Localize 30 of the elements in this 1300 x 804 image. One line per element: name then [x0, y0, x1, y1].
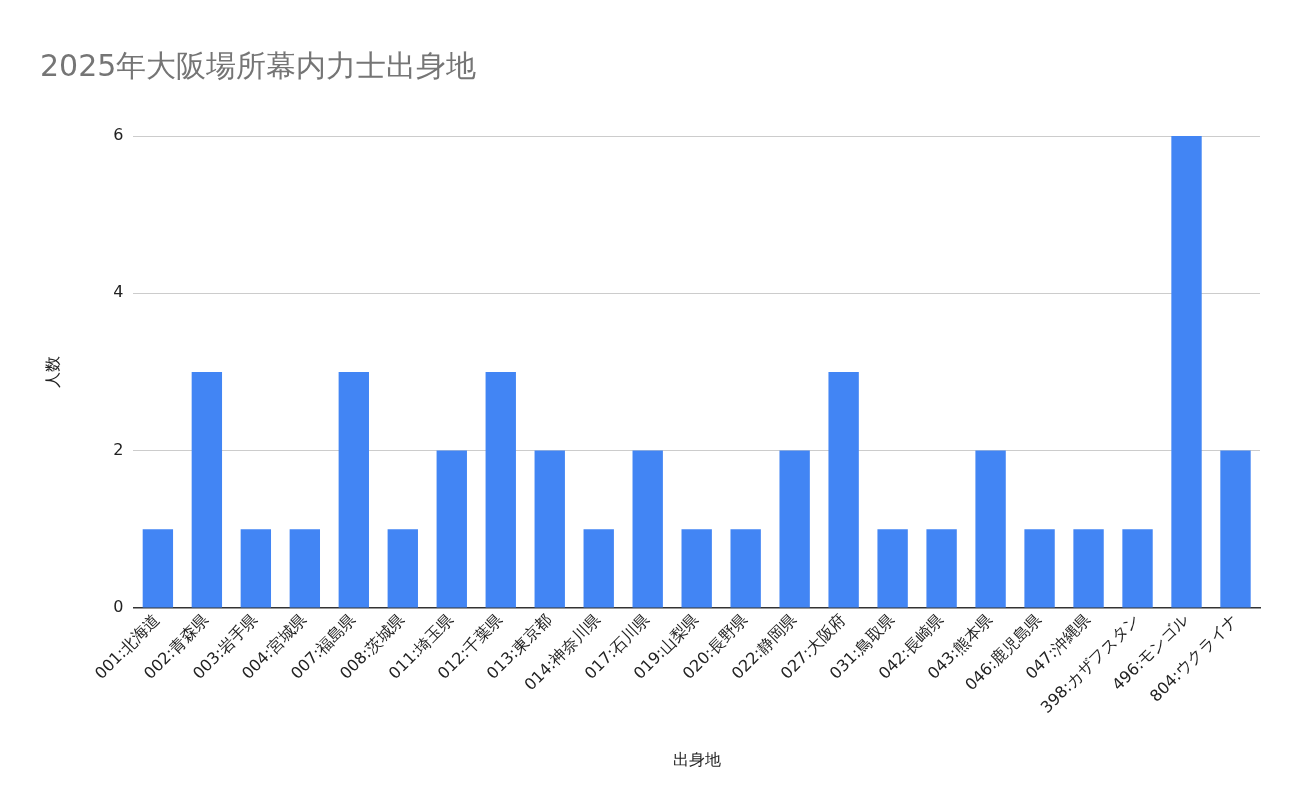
y-axis-title: 人数	[42, 355, 62, 388]
bar	[485, 371, 516, 608]
bar	[289, 529, 321, 608]
bar	[583, 529, 614, 608]
y-tick-label: 0	[113, 597, 124, 617]
bar	[387, 529, 418, 608]
chart-title: 2025年大阪場所幕内力士出身地	[40, 47, 477, 83]
bar	[632, 450, 663, 608]
bar	[436, 450, 467, 608]
bar	[1024, 529, 1055, 608]
y-tick-label: 6	[113, 125, 124, 145]
bar	[534, 450, 565, 608]
bar	[240, 529, 272, 608]
bar	[1122, 529, 1153, 608]
y-tick-label: 4	[113, 282, 124, 302]
bar	[338, 371, 369, 608]
bar	[779, 450, 810, 608]
bar	[142, 529, 174, 608]
bar	[926, 529, 957, 608]
bar	[828, 371, 859, 608]
bar	[1171, 136, 1202, 608]
bar	[681, 529, 712, 608]
x-axis-title: 出身地	[672, 749, 721, 769]
bar	[975, 450, 1006, 608]
bar	[1073, 529, 1104, 608]
bar	[877, 529, 908, 608]
y-tick-label: 2	[113, 439, 124, 459]
bar	[1220, 450, 1251, 608]
bar	[730, 529, 761, 608]
bar	[191, 371, 223, 608]
